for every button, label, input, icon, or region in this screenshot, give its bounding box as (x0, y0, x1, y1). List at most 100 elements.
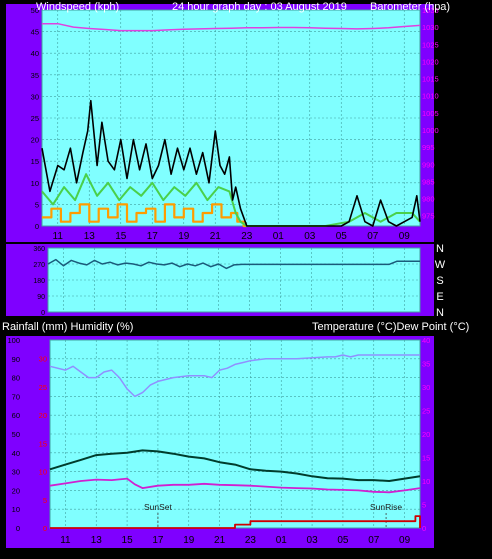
barometer-tick-label: 980 (422, 195, 435, 204)
humidity-tick-label: 70 (12, 392, 20, 401)
barometer-tick-label: 1010 (422, 92, 439, 101)
direction-tick-label: 180 (33, 278, 45, 285)
temperature-tick-label: 15 (422, 454, 430, 463)
compass-label: N (436, 243, 444, 255)
rainfall-tick-label: 30 (39, 355, 47, 364)
temperature-tick-label: 35 (422, 360, 430, 369)
wind-panel-series (41, 22, 421, 228)
rainfall-tick-label: 0 (43, 524, 47, 533)
windspeed-tick-label: 5 (35, 200, 39, 209)
barometer-tick-label: 990 (422, 160, 435, 169)
temperature-tick-label: 0 (422, 524, 426, 533)
temperature-tick-label: 30 (422, 383, 430, 392)
humidity-tick-label: 20 (12, 486, 20, 495)
windspeed-tick-label: 25 (31, 114, 39, 123)
rainfall-tick-label: 25 (39, 383, 47, 392)
x-tick-label: 11 (60, 535, 71, 546)
barometer-axis-title: Barometer (hpa) (370, 1, 450, 13)
x-tick-label: 13 (84, 231, 96, 242)
barometer-series (42, 22, 421, 32)
temperature-tick-label: 40 (422, 336, 430, 345)
barometer-tick-label: 995 (422, 143, 435, 152)
graph-title: 24 hour graph day : 03 August 2019 (172, 1, 347, 13)
x-tick-label: 05 (337, 535, 349, 546)
barometer-tick-label: 1030 (422, 23, 439, 32)
temperature-tick-label: 20 (422, 430, 430, 439)
sun-marker-label: SunRise (370, 502, 402, 512)
x-tick-label: 05 (336, 231, 348, 242)
x-tick-label: 19 (183, 535, 195, 546)
direction-tick-label: 90 (37, 294, 45, 301)
sun-marker-label: SunSet (144, 502, 173, 512)
direction-tick-label: 0 (41, 310, 45, 317)
rainfall-tick-label: 5 (43, 496, 47, 505)
x-tick-label: 17 (147, 231, 159, 242)
direction-tick-label: 270 (33, 262, 45, 269)
rainfall-tick-label: 15 (39, 439, 47, 448)
wind-direction-series (47, 258, 420, 270)
barometer-tick-label: 1035 (422, 6, 439, 15)
x-tick-label: 03 (307, 535, 319, 546)
compass-label: N (436, 307, 444, 319)
windspeed-tick-label: 10 (31, 179, 39, 188)
humidity-tick-label: 90 (12, 355, 20, 364)
humidity-tick-label: 0 (16, 524, 20, 533)
average-windspeed-series (41, 173, 421, 227)
windspeed-tick-label: 15 (31, 157, 39, 166)
x-tick-label: 21 (214, 535, 226, 546)
humidity-tick-label: 30 (12, 468, 20, 477)
windspeed-tick-label: 0 (35, 222, 39, 231)
x-tick-label: 01 (276, 535, 288, 546)
x-tick-label: 21 (210, 231, 222, 242)
barometer-tick-label: 1025 (422, 40, 439, 49)
barometer-tick-label: 975 (422, 212, 435, 221)
humidity-tick-label: 40 (12, 449, 20, 458)
barometer-tick-label: 1000 (422, 126, 439, 135)
wind-band-series (42, 203, 247, 228)
windspeed-tick-label: 50 (31, 6, 39, 15)
humidity-tick-label: 80 (12, 374, 20, 383)
x-tick-label: 13 (91, 535, 103, 546)
x-tick-label: 07 (367, 231, 379, 242)
x-tick-label: 19 (178, 231, 190, 242)
x-tick-label: 23 (245, 535, 257, 546)
wind-gust-series (41, 99, 421, 227)
rainfall-tick-label: 10 (39, 468, 47, 477)
direction-panel-axis-labels: 0 90 180 270 360 (33, 246, 45, 317)
temperature-axis-title: Temperature (°C)Dew Point (°C) (312, 321, 469, 333)
compass-label: E (436, 291, 443, 303)
barometer-tick-label: 1005 (422, 109, 439, 118)
rainfall-tick-label: 20 (39, 411, 47, 420)
humidity-tick-label: 10 (12, 505, 20, 514)
climate-panel-series: SunSet SunRise (49, 354, 421, 529)
x-tick-label: 09 (399, 535, 411, 546)
temperature-tick-label: 5 (422, 501, 426, 510)
x-tick-label: 01 (273, 231, 285, 242)
windspeed-tick-label: 30 (31, 92, 39, 101)
x-tick-label: 11 (53, 231, 64, 242)
x-tick-label: 17 (152, 535, 164, 546)
humidity-tick-label: 60 (12, 411, 20, 420)
windspeed-tick-label: 45 (31, 28, 39, 37)
x-tick-label: 07 (368, 535, 380, 546)
windspeed-tick-label: 20 (31, 136, 39, 145)
humidity-tick-label: 50 (12, 430, 20, 439)
compass-label: W (435, 259, 446, 271)
barometer-tick-label: 1020 (422, 57, 439, 66)
humidity-tick-label: 100 (7, 336, 20, 345)
temperature-series (49, 449, 421, 482)
x-tick-label: 09 (399, 231, 411, 242)
climate-panel-axis-labels: 0102030405060708090100051015202530051015… (7, 336, 430, 546)
x-tick-label: 15 (122, 535, 134, 546)
wind-panel-axis-labels: 0510152025303540455097598098599099510001… (31, 6, 439, 242)
rainfall-series (50, 515, 421, 529)
direction-tick-label: 360 (33, 246, 45, 253)
barometer-tick-label: 985 (422, 177, 435, 186)
direction-panel-series (47, 258, 420, 270)
windspeed-tick-label: 40 (31, 49, 39, 58)
temperature-tick-label: 25 (422, 407, 430, 416)
x-tick-label: 23 (241, 231, 253, 242)
compass-label: S (436, 275, 443, 287)
windspeed-tick-label: 35 (31, 71, 39, 80)
